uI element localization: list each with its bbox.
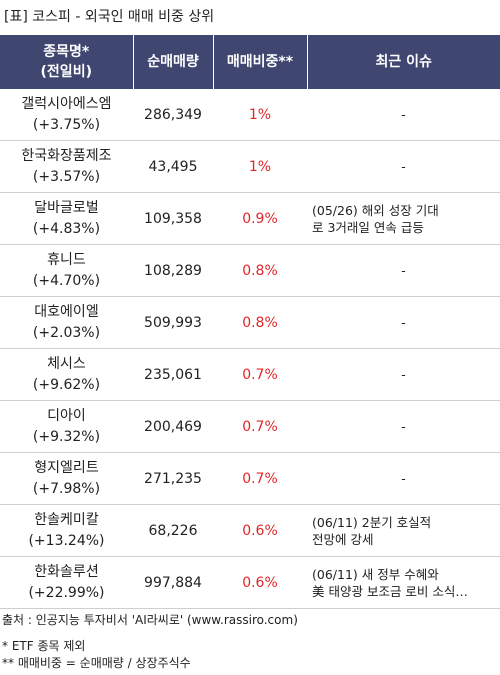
table-row: 한솔케미칼 (+13.24%) 68,226 0.6% (06/11) 2분기 호실적 … (0, 504, 500, 557)
recent-issue: - (307, 452, 500, 505)
recent-issue-text: - (401, 159, 406, 174)
table-row: 한국화장품제조 (+3.57%) 43,495 1% - (0, 140, 500, 193)
net-volume: 109,358 (133, 192, 213, 245)
trade-ratio: 0.6% (213, 504, 307, 557)
stock-name: 대호에이엘 (34, 303, 99, 320)
recent-issue-text: (06/11) 새 정부 수혜와 美 태양광 보조금 로비 소식… (312, 566, 468, 599)
header-stock-name: 종목명* (전일비) (0, 35, 134, 89)
stock-change: (+4.83%) (32, 220, 101, 237)
recent-issue-text: (06/11) 2분기 호실적 전망에 강세 (312, 514, 432, 547)
net-volume: 43,495 (133, 140, 213, 193)
stock-name: 한솔케미칼 (34, 511, 99, 528)
stock-change: (+2.03%) (32, 324, 101, 341)
stock-name: 갤럭시아에스엠 (21, 95, 112, 112)
stock-cell: 디아이 (+9.32%) (0, 400, 133, 453)
stock-name: 달바글로벌 (34, 199, 99, 216)
header-trade-ratio: 매매비중** (213, 35, 308, 89)
recent-issue: (06/11) 2분기 호실적 전망에 강세 (307, 504, 500, 557)
recent-issue: - (307, 400, 500, 453)
recent-issue-text: - (401, 315, 406, 330)
table-row: 디아이 (+9.32%) 200,469 0.7% - (0, 400, 500, 453)
recent-issue-text: - (401, 263, 406, 278)
stock-change: (+7.98%) (32, 480, 101, 497)
recent-issue: - (307, 89, 500, 141)
table-row: 체시스 (+9.62%) 235,061 0.7% - (0, 348, 500, 401)
recent-issue-text: - (401, 107, 406, 122)
table-row: 한화솔루션 (+22.99%) 997,884 0.6% (06/11) 새 정부 수혜… (0, 556, 500, 609)
recent-issue-text: - (401, 367, 406, 382)
table-row: 달바글로벌 (+4.83%) 109,358 0.9% (05/26) 해외 성장 기대… (0, 192, 500, 245)
net-volume: 108,289 (133, 244, 213, 297)
header-stock-name-label: 종목명* (전일비) (40, 44, 92, 80)
source-note: 출처 : 인공지능 투자비서 'AI라씨로' (www.rassiro.com) (2, 613, 298, 627)
recent-issue-text: - (401, 471, 406, 486)
stock-cell: 체시스 (+9.62%) (0, 348, 133, 401)
stock-name: 디아이 (47, 407, 86, 424)
trade-ratio: 0.9% (213, 192, 307, 245)
trade-ratio: 0.8% (213, 244, 307, 297)
trade-ratio: 1% (213, 140, 307, 193)
trade-ratio: 1% (213, 89, 307, 141)
table-row: 휴니드 (+4.70%) 108,289 0.8% - (0, 244, 500, 297)
trade-ratio: 0.7% (213, 452, 307, 505)
trade-ratio: 0.7% (213, 400, 307, 453)
stock-change: (+3.57%) (32, 168, 101, 185)
stock-name: 한국화장품제조 (21, 147, 112, 164)
net-volume: 271,235 (133, 452, 213, 505)
net-volume: 200,469 (133, 400, 213, 453)
footnote-ratio: ** 매매비중 = 순매매량 / 상장주식수 (2, 656, 191, 670)
stock-name: 휴니드 (47, 251, 86, 268)
stock-change: (+9.32%) (32, 428, 101, 445)
net-volume: 997,884 (133, 556, 213, 609)
trade-ratio: 0.6% (213, 556, 307, 609)
stock-cell: 갤럭시아에스엠 (+3.75%) (0, 89, 133, 141)
net-volume: 68,226 (133, 504, 213, 557)
net-volume: 235,061 (133, 348, 213, 401)
trade-ratio: 0.8% (213, 296, 307, 349)
recent-issue: - (307, 348, 500, 401)
stock-name: 형지엘리트 (34, 459, 99, 476)
recent-issue: (06/11) 새 정부 수혜와 美 태양광 보조금 로비 소식… (307, 556, 500, 609)
stock-cell: 한솔케미칼 (+13.24%) (0, 504, 133, 557)
foreign-trading-table: 종목명* (전일비) 순매매량 매매비중** 최근 이슈 갤럭시아에스엠 (+3.… (0, 35, 500, 609)
stock-cell: 휴니드 (+4.70%) (0, 244, 133, 297)
net-volume: 509,993 (133, 296, 213, 349)
stock-change: (+4.70%) (32, 272, 101, 289)
stock-cell: 달바글로벌 (+4.83%) (0, 192, 133, 245)
net-volume: 286,349 (133, 89, 213, 141)
header-recent-issue: 최근 이슈 (307, 35, 500, 89)
recent-issue-text: - (401, 419, 406, 434)
stock-cell: 한국화장품제조 (+3.57%) (0, 140, 133, 193)
stock-name: 한화솔루션 (34, 563, 99, 580)
trade-ratio: 0.7% (213, 348, 307, 401)
recent-issue-text: (05/26) 해외 성장 기대 로 3거래일 연속 급등 (312, 202, 439, 235)
stock-cell: 형지엘리트 (+7.98%) (0, 452, 133, 505)
header-row: 종목명* (전일비) 순매매량 매매비중** 최근 이슈 (0, 35, 500, 89)
footnote-etf: * ETF 종목 제외 (2, 639, 86, 653)
table-row: 형지엘리트 (+7.98%) 271,235 0.7% - (0, 452, 500, 505)
stock-cell: 대호에이엘 (+2.03%) (0, 296, 133, 349)
recent-issue: (05/26) 해외 성장 기대 로 3거래일 연속 급등 (307, 192, 500, 245)
table-row: 대호에이엘 (+2.03%) 509,993 0.8% - (0, 296, 500, 349)
stock-change: (+22.99%) (28, 584, 105, 601)
stock-name: 체시스 (47, 355, 86, 372)
recent-issue: - (307, 244, 500, 297)
recent-issue: - (307, 140, 500, 193)
table-row: 갤럭시아에스엠 (+3.75%) 286,349 1% - (0, 89, 500, 141)
stock-cell: 한화솔루션 (+22.99%) (0, 556, 133, 609)
header-net-volume: 순매매량 (133, 35, 214, 89)
stock-change: (+3.75%) (32, 116, 101, 133)
recent-issue: - (307, 296, 500, 349)
stock-change: (+13.24%) (28, 532, 105, 549)
stock-change: (+9.62%) (32, 376, 101, 393)
table-title: [표] 코스피 - 외국인 매매 비중 상위 (4, 9, 215, 25)
